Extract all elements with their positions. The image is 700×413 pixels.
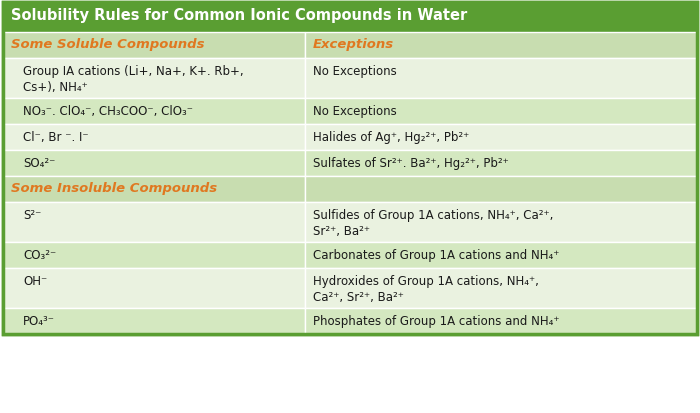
Text: Sulfides of Group 1A cations, NH₄⁺, Ca²⁺,
Sr²⁺, Ba²⁺: Sulfides of Group 1A cations, NH₄⁺, Ca²⁺… xyxy=(313,209,553,237)
Bar xyxy=(305,59,697,99)
Text: Hydroxides of Group 1A cations, NH₄⁺,
Ca²⁺, Sr²⁺, Ba²⁺: Hydroxides of Group 1A cations, NH₄⁺, Ca… xyxy=(313,274,539,303)
Bar xyxy=(3,3,697,334)
Bar xyxy=(305,125,697,151)
Text: Carbonates of Group 1A cations and NH₄⁺: Carbonates of Group 1A cations and NH₄⁺ xyxy=(313,248,559,261)
Bar xyxy=(3,242,305,268)
Bar xyxy=(305,151,697,177)
Text: Exceptions: Exceptions xyxy=(313,38,394,51)
Text: NO₃⁻. ClO₄⁻, CH₃COO⁻, ClO₃⁻: NO₃⁻. ClO₄⁻, CH₃COO⁻, ClO₃⁻ xyxy=(23,105,193,118)
Bar xyxy=(305,99,697,125)
Text: Sulfates of Sr²⁺. Ba²⁺, Hg₂²⁺, Pb²⁺: Sulfates of Sr²⁺. Ba²⁺, Hg₂²⁺, Pb²⁺ xyxy=(313,157,509,170)
Text: Phosphates of Group 1A cations and NH₄⁺: Phosphates of Group 1A cations and NH₄⁺ xyxy=(313,314,559,327)
Bar xyxy=(305,242,697,268)
Text: Halides of Ag⁺, Hg₂²⁺, Pb²⁺: Halides of Ag⁺, Hg₂²⁺, Pb²⁺ xyxy=(313,131,469,144)
Text: CO₃²⁻: CO₃²⁻ xyxy=(23,248,56,261)
Bar xyxy=(3,125,305,151)
Bar xyxy=(305,308,697,334)
Text: Cl⁻, Br ⁻. I⁻: Cl⁻, Br ⁻. I⁻ xyxy=(23,131,89,144)
Bar xyxy=(3,151,305,177)
Text: Solubility Rules for Common Ionic Compounds in Water: Solubility Rules for Common Ionic Compou… xyxy=(11,8,468,23)
Text: Some Insoluble Compounds: Some Insoluble Compounds xyxy=(11,182,217,195)
Text: Group IA cations (Li+, Na+, K+. Rb+,
Cs+), NH₄⁺: Group IA cations (Li+, Na+, K+. Rb+, Cs+… xyxy=(23,65,244,94)
Text: No Exceptions: No Exceptions xyxy=(313,105,397,118)
Bar xyxy=(3,3,697,33)
Bar xyxy=(3,177,305,202)
Text: PO₄³⁻: PO₄³⁻ xyxy=(23,314,55,327)
Bar xyxy=(3,99,305,125)
Bar xyxy=(3,33,305,59)
Bar xyxy=(3,308,305,334)
Text: S²⁻: S²⁻ xyxy=(23,209,41,221)
Text: No Exceptions: No Exceptions xyxy=(313,65,397,78)
Bar xyxy=(305,33,697,59)
Bar xyxy=(3,268,305,308)
Bar xyxy=(3,202,305,242)
Bar xyxy=(305,268,697,308)
Bar xyxy=(3,59,305,99)
Bar xyxy=(305,177,697,202)
Bar xyxy=(305,202,697,242)
Bar xyxy=(3,3,697,334)
Text: SO₄²⁻: SO₄²⁻ xyxy=(23,157,55,170)
Text: Some Soluble Compounds: Some Soluble Compounds xyxy=(11,38,204,51)
Text: OH⁻: OH⁻ xyxy=(23,274,48,287)
